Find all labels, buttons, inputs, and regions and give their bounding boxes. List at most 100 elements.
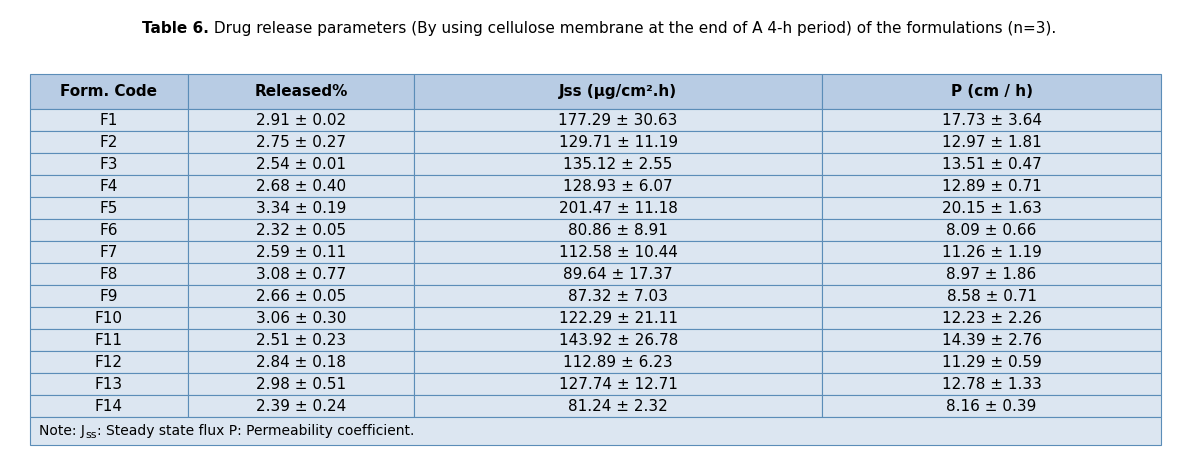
Bar [30, 109, 188, 131]
Text: 143.92 ± 26.78: 143.92 ± 26.78 [559, 333, 678, 347]
Text: 8.09 ± 0.66: 8.09 ± 0.66 [947, 223, 1036, 238]
Bar [30, 285, 188, 307]
Bar [188, 74, 414, 109]
Text: F4: F4 [100, 178, 118, 194]
Text: F10: F10 [95, 311, 123, 326]
Text: 20.15 ± 1.63: 20.15 ± 1.63 [942, 200, 1041, 216]
Text: 3.34 ± 0.19: 3.34 ± 0.19 [256, 200, 347, 216]
Text: 177.29 ± 30.63: 177.29 ± 30.63 [559, 112, 678, 128]
Text: 11.26 ± 1.19: 11.26 ± 1.19 [942, 245, 1041, 259]
Text: 11.29 ± 0.59: 11.29 ± 0.59 [942, 355, 1041, 370]
Text: F8: F8 [100, 267, 118, 282]
Text: 2.66 ± 0.05: 2.66 ± 0.05 [256, 288, 347, 304]
Bar [414, 175, 822, 197]
Bar [822, 351, 1161, 373]
Text: 112.89 ± 6.23: 112.89 ± 6.23 [563, 355, 673, 370]
Bar [188, 329, 414, 351]
Bar [188, 153, 414, 175]
Bar [30, 417, 1161, 445]
Bar [30, 263, 188, 285]
Text: F12: F12 [95, 355, 123, 370]
Text: 3.06 ± 0.30: 3.06 ± 0.30 [256, 311, 347, 326]
Text: 81.24 ± 2.32: 81.24 ± 2.32 [568, 399, 668, 414]
Text: F5: F5 [100, 200, 118, 216]
Text: 12.89 ± 0.71: 12.89 ± 0.71 [942, 178, 1041, 194]
Text: 2.51 ± 0.23: 2.51 ± 0.23 [256, 333, 347, 347]
Text: Table 6.: Table 6. [142, 21, 210, 37]
Bar [30, 329, 188, 351]
Text: 127.74 ± 12.71: 127.74 ± 12.71 [559, 377, 678, 392]
Text: 12.23 ± 2.26: 12.23 ± 2.26 [942, 311, 1041, 326]
Bar [822, 74, 1161, 109]
Bar [30, 219, 188, 241]
Bar [188, 197, 414, 219]
Bar [188, 351, 414, 373]
Bar [30, 175, 188, 197]
Text: 8.97 ± 1.86: 8.97 ± 1.86 [947, 267, 1036, 282]
Text: : Steady state flux P: Permeability coefficient.: : Steady state flux P: Permeability coef… [96, 424, 414, 438]
Text: Released%: Released% [255, 84, 348, 99]
Bar [822, 241, 1161, 263]
Bar [414, 329, 822, 351]
Bar [822, 307, 1161, 329]
Bar [414, 373, 822, 395]
Bar [30, 351, 188, 373]
Text: 3.08 ± 0.77: 3.08 ± 0.77 [256, 267, 347, 282]
Text: F7: F7 [100, 245, 118, 259]
Bar [188, 395, 414, 417]
Text: 13.51 ± 0.47: 13.51 ± 0.47 [942, 157, 1041, 171]
Text: 2.91 ± 0.02: 2.91 ± 0.02 [256, 112, 347, 128]
Text: 14.39 ± 2.76: 14.39 ± 2.76 [942, 333, 1041, 347]
Text: F11: F11 [95, 333, 123, 347]
Bar [30, 74, 188, 109]
Bar [188, 307, 414, 329]
Bar [414, 131, 822, 153]
Text: 2.32 ± 0.05: 2.32 ± 0.05 [256, 223, 347, 238]
Text: 8.16 ± 0.39: 8.16 ± 0.39 [947, 399, 1036, 414]
Text: 2.39 ± 0.24: 2.39 ± 0.24 [256, 399, 347, 414]
Bar [188, 285, 414, 307]
Bar [822, 263, 1161, 285]
Text: 129.71 ± 11.19: 129.71 ± 11.19 [559, 135, 678, 149]
Text: 135.12 ± 2.55: 135.12 ± 2.55 [563, 157, 673, 171]
Bar [822, 197, 1161, 219]
Text: 8.58 ± 0.71: 8.58 ± 0.71 [947, 288, 1036, 304]
Bar [188, 373, 414, 395]
Bar [822, 109, 1161, 131]
Text: 87.32 ± 7.03: 87.32 ± 7.03 [568, 288, 668, 304]
Bar [822, 175, 1161, 197]
Bar [30, 241, 188, 263]
Bar [414, 307, 822, 329]
Text: 17.73 ± 3.64: 17.73 ± 3.64 [942, 112, 1041, 128]
Text: Form. Code: Form. Code [61, 84, 157, 99]
Text: F9: F9 [100, 288, 118, 304]
Text: F14: F14 [95, 399, 123, 414]
Bar [414, 395, 822, 417]
Text: 2.84 ± 0.18: 2.84 ± 0.18 [256, 355, 347, 370]
Bar [188, 241, 414, 263]
Bar [30, 307, 188, 329]
Bar [30, 153, 188, 175]
Bar [30, 373, 188, 395]
Text: Note: J: Note: J [39, 424, 86, 438]
Text: 2.98 ± 0.51: 2.98 ± 0.51 [256, 377, 347, 392]
Bar [414, 219, 822, 241]
Bar [414, 241, 822, 263]
Text: Jss (μg/cm².h): Jss (μg/cm².h) [559, 84, 678, 99]
Bar [822, 395, 1161, 417]
Bar [30, 395, 188, 417]
Bar [414, 285, 822, 307]
Text: 122.29 ± 21.11: 122.29 ± 21.11 [559, 311, 678, 326]
Bar [822, 373, 1161, 395]
Text: 89.64 ± 17.37: 89.64 ± 17.37 [563, 267, 673, 282]
Text: 2.59 ± 0.11: 2.59 ± 0.11 [256, 245, 347, 259]
Text: 12.97 ± 1.81: 12.97 ± 1.81 [942, 135, 1041, 149]
Text: 2.68 ± 0.40: 2.68 ± 0.40 [256, 178, 347, 194]
Text: 80.86 ± 8.91: 80.86 ± 8.91 [568, 223, 668, 238]
Bar [822, 285, 1161, 307]
Text: 2.54 ± 0.01: 2.54 ± 0.01 [256, 157, 347, 171]
Bar [30, 197, 188, 219]
Bar [414, 351, 822, 373]
Bar [188, 109, 414, 131]
Bar [822, 131, 1161, 153]
